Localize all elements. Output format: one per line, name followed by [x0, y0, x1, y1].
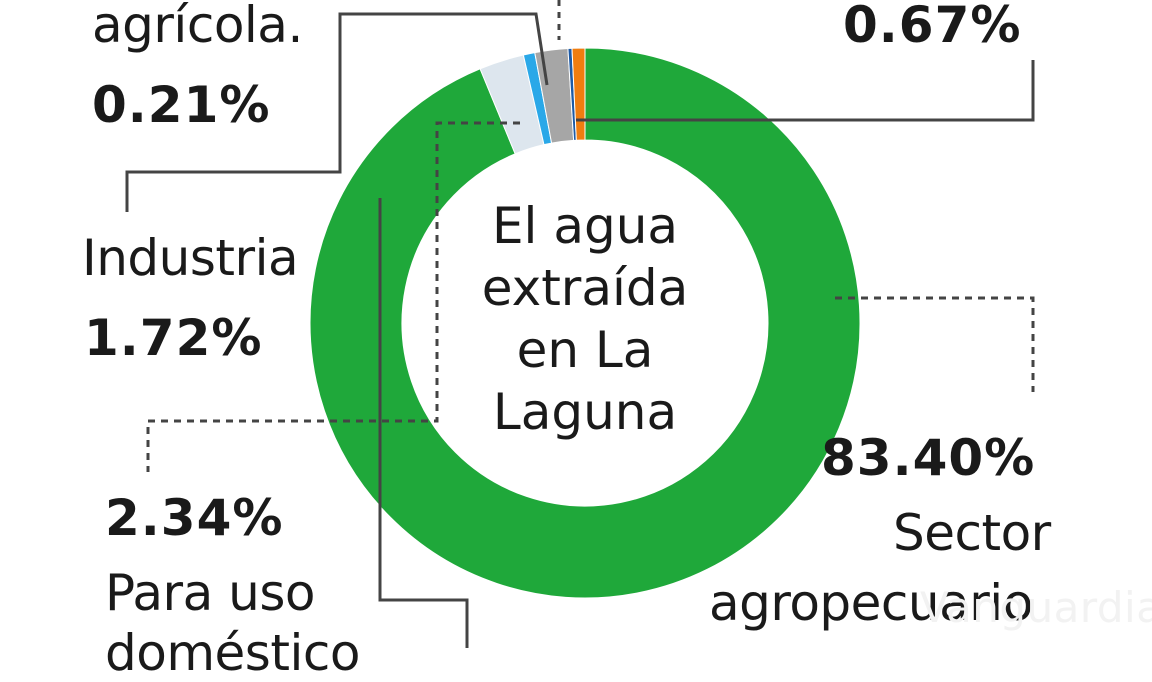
donut-slice-5: [571, 47, 586, 141]
leader-agropecuario: [835, 296, 1035, 392]
leader-domestico: [146, 121, 520, 472]
label-agro-line1: Sector: [893, 504, 1051, 562]
donut-slices: [309, 47, 861, 599]
leader-industria: [125, 12, 549, 212]
leader-top-right: [576, 60, 1035, 122]
label-agro-pct: 83.40%: [821, 429, 1036, 487]
leader-lines: [125, 0, 1035, 648]
label-industria-name: Industria: [82, 229, 299, 287]
label-industria-pct: 1.72%: [84, 309, 263, 367]
donut-slice-0: [309, 47, 861, 599]
label-domestico-pct: 2.34%: [105, 489, 284, 547]
label-agro-line2: agropecuario: [709, 574, 1033, 632]
chart-title: El agua extraída en La Laguna: [481, 197, 689, 441]
label-domestico-line1: Para uso: [105, 564, 315, 622]
label-agricola-pct: 0.21%: [92, 76, 271, 134]
label-agricola-name: agrícola.: [92, 0, 303, 54]
leader-bottom: [378, 198, 469, 648]
label-domestico-line2: doméstico: [105, 624, 360, 682]
watermark: Vanguardia: [920, 583, 1152, 632]
label-top-right-pct: 0.67%: [843, 0, 1022, 54]
donut-chart: [125, 0, 1035, 648]
